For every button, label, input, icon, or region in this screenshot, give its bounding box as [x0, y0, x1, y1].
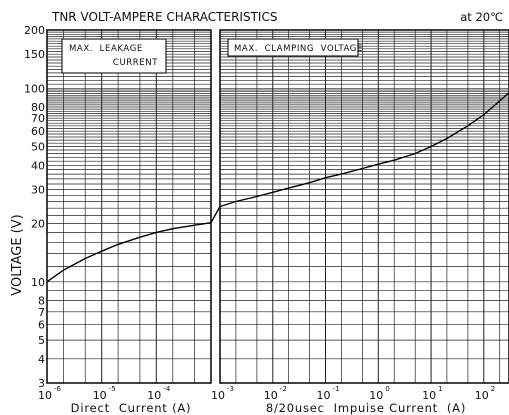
y-tick-label: 50 — [31, 141, 45, 154]
chart-title: TNR VOLT-AMPERE CHARACTERISTICS — [51, 10, 277, 24]
y-tick-label: 4 — [38, 353, 45, 366]
y-tick-label: 200 — [24, 24, 45, 37]
x-tick-label: 10 — [38, 389, 52, 402]
x-tick-exponent: 0 — [385, 385, 389, 393]
x-tick-exponent: -5 — [109, 385, 116, 393]
x-tick-exponent: 1 — [438, 385, 442, 393]
panel-label-text: MAX. CLAMPING VOLTAGE — [234, 44, 363, 54]
x-tick-label: 10 — [93, 389, 107, 402]
y-tick-label: 8 — [38, 295, 45, 308]
x-tick-exponent: -6 — [54, 385, 62, 393]
y-tick-label: 10 — [31, 276, 45, 289]
y-tick-label: 7 — [38, 306, 45, 319]
tick-labels: 10 -6 10 -5 10 -4 10 -3 10 -2 10 -1 10 0 10 1 10 23456781… — [24, 24, 495, 402]
curve-line — [46, 222, 212, 283]
x-tick-exponent: -3 — [227, 385, 234, 393]
chart-condition: at 20℃ — [460, 10, 503, 24]
frames — [46, 29, 509, 384]
x-tick-exponent: -2 — [280, 385, 287, 393]
x-tick-label: 10 — [369, 389, 383, 402]
panel-frame — [46, 29, 212, 384]
y-tick-label: 6 — [38, 319, 45, 332]
curve-line — [219, 92, 509, 208]
x-axis-label-left: Direct Current (A) — [71, 401, 192, 415]
x-tick-label: 10 — [475, 389, 489, 402]
panel-label-text: MAX. LEAKAGE — [69, 44, 143, 54]
panel-label-text: CURRENT — [113, 58, 158, 68]
panel-boxes: MAX. LEAKAGE CURRENT MAX. CLAMPING VOLTAGE — [61, 38, 363, 74]
x-tick-label: 10 — [422, 389, 436, 402]
curve-connector — [210, 206, 221, 224]
curves — [46, 92, 509, 283]
x-tick-label: 10 — [211, 389, 225, 402]
y-tick-label: 80 — [31, 101, 45, 114]
y-tick-label: 40 — [31, 159, 45, 172]
x-axis-label-right: 8/20usec Impuise Current (A) — [266, 401, 466, 415]
grid-lines — [47, 29, 509, 384]
y-tick-label: 30 — [31, 184, 45, 197]
y-tick-label: 100 — [24, 82, 45, 95]
x-tick-exponent: -1 — [333, 385, 340, 393]
x-tick-exponent: -4 — [163, 385, 171, 393]
x-tick-label: 10 — [317, 389, 331, 402]
y-tick-label: 70 — [31, 112, 45, 125]
y-tick-label: 3 — [38, 377, 45, 390]
panel-label-box — [61, 38, 167, 74]
panel-frame — [219, 29, 509, 384]
y-axis-label: VOLTAGE (V) — [10, 214, 25, 295]
y-tick-label: 20 — [31, 218, 45, 231]
x-tick-label: 10 — [147, 389, 161, 402]
panel-label-box — [227, 38, 359, 57]
x-tick-label: 10 — [264, 389, 278, 402]
y-tick-label: 5 — [38, 334, 45, 347]
y-tick-label: 150 — [24, 48, 45, 61]
x-tick-exponent: 2 — [491, 385, 495, 393]
y-tick-label: 60 — [31, 125, 45, 138]
